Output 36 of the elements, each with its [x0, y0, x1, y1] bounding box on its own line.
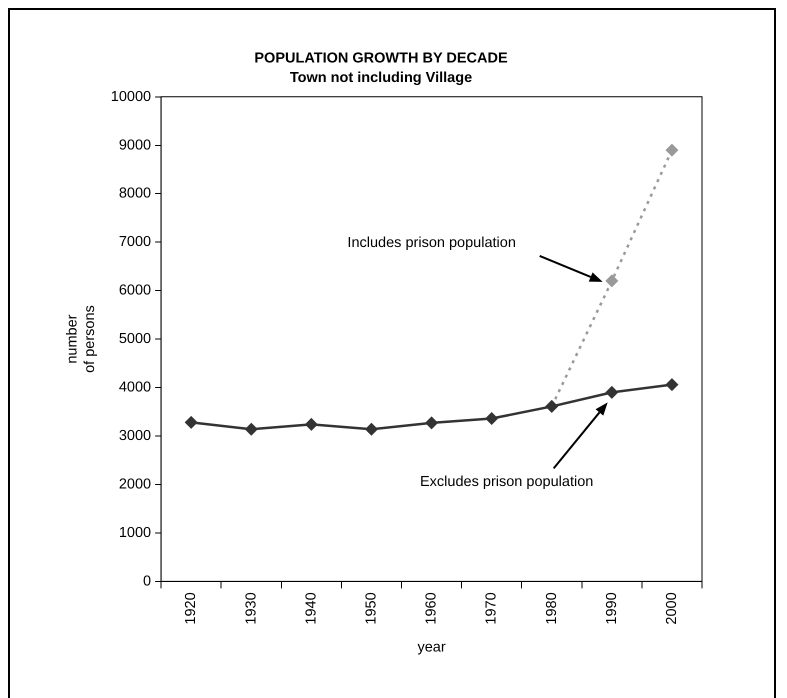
point: [485, 412, 498, 426]
x-tick-label: 1990: [604, 592, 620, 625]
x-tick-label: 1960: [424, 592, 440, 625]
y-tick-label: 2000: [118, 476, 152, 492]
y-tick-label: 8000: [118, 186, 152, 202]
point: [364, 422, 378, 436]
y-tick-label: 5000: [118, 331, 152, 348]
x-tick-label: 1980: [544, 592, 560, 625]
chart-title: POPULATION GROWTH BY DECADE: [254, 50, 508, 67]
y-tick-label: 9000: [118, 137, 152, 154]
y-tick-label: 6000: [118, 282, 152, 299]
point: [425, 416, 438, 430]
chart-subtitle: Town not including Village: [290, 70, 472, 86]
point: [605, 386, 618, 399]
y-axis-title: number of persons: [64, 305, 98, 373]
y-tick-label: 1000: [118, 524, 152, 541]
annotation: Excludes prison population: [420, 474, 594, 490]
x-axis-title: year: [417, 639, 446, 656]
y-tick-label: 3000: [118, 428, 152, 444]
x-tick-label: 2000: [664, 592, 680, 625]
x-tick-label: 1970: [484, 592, 500, 625]
annotation: Includes prison population: [347, 234, 516, 251]
point: [244, 422, 258, 436]
point: [304, 418, 318, 431]
x-tick-label: 1940: [303, 592, 320, 625]
point: [184, 416, 198, 429]
point: [605, 274, 618, 288]
x-tick-label: 1930: [243, 592, 260, 625]
point: [665, 144, 678, 157]
y-tick-label: 0: [143, 573, 152, 590]
y-tick-label: 7000: [118, 234, 152, 250]
point: [665, 378, 678, 392]
y-tick-label: 4000: [118, 380, 152, 396]
x-tick-label: 1920: [183, 592, 200, 625]
y-tick-label: 10000: [110, 88, 152, 105]
x-tick-label: 1950: [363, 592, 380, 625]
